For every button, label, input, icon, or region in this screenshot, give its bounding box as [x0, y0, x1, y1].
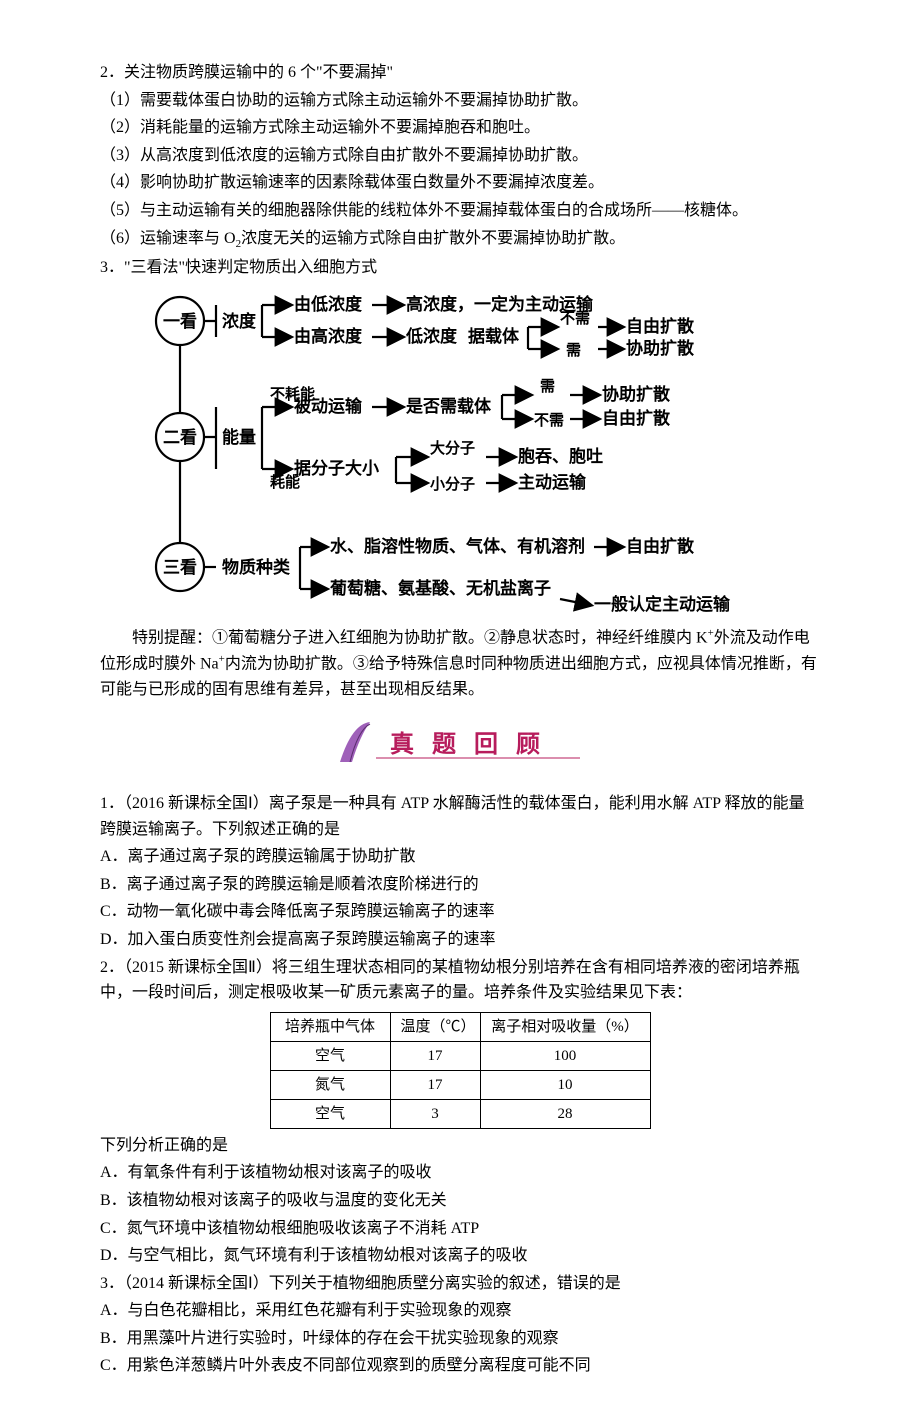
- q2-opt-b: B．该植物幼根对该离子的吸收与温度的变化无关: [100, 1188, 820, 1214]
- q3-opt-b: B．用黑藻叶片进行实验时，叶绿体的存在会干扰实验现象的观察: [100, 1326, 820, 1352]
- table-cell: 空气: [270, 1099, 390, 1128]
- svg-text:需: 需: [566, 341, 581, 359]
- svg-text:协助扩散: 协助扩散: [626, 338, 695, 358]
- section2-item-6: （6）运输速率与 O2浓度无关的运输方式除自由扩散外不要漏掉协助扩散。: [100, 226, 820, 254]
- q1-opt-b: B．离子通过离子泵的跨膜运输是顺着浓度阶梯进行的: [100, 872, 820, 898]
- reminder-paragraph: 特别提醒：①葡萄糖分子进入红细胞为协助扩散。②静息状态时，神经纤维膜内 K+外流…: [100, 625, 820, 702]
- svg-text:需: 需: [540, 377, 555, 395]
- table-row: 氮气 17 10: [270, 1070, 650, 1099]
- q1-opt-c: C．动物一氧化碳中毒会降低离子泵跨膜运输离子的速率: [100, 899, 820, 925]
- section3-title: 3．"三看法"快速判定物质出入细胞方式: [100, 255, 820, 281]
- svg-text:物质种类: 物质种类: [222, 557, 291, 577]
- q2-opt-c: C．氮气环境中该植物幼根细胞吸收该离子不消耗 ATP: [100, 1216, 820, 1242]
- svg-text:水、脂溶性物质、气体、有机溶剂: 水、脂溶性物质、气体、有机溶剂: [330, 536, 585, 556]
- table-row: 空气 17 100: [270, 1041, 650, 1070]
- q1-opt-a: A．离子通过离子泵的跨膜运输属于协助扩散: [100, 844, 820, 870]
- three-look-diagram: 一看 浓度 由低浓度 高浓度，一定为主动运输 由高浓度 低浓度 据载体 不需 自…: [150, 287, 770, 617]
- svg-text:自由扩散: 自由扩散: [626, 536, 695, 556]
- table-col-1: 培养瓶中气体: [270, 1012, 390, 1041]
- svg-text:自由扩散: 自由扩散: [602, 408, 671, 428]
- svg-text:被动运输: 被动运输: [294, 396, 363, 416]
- svg-text:大分子: 大分子: [430, 439, 475, 457]
- q3-stem: 3．（2014 新课标全国Ⅰ）下列关于植物细胞质壁分离实验的叙述，错误的是: [100, 1271, 820, 1297]
- q1-stem: 1．（2016 新课标全国Ⅰ）离子泵是一种具有 ATP 水解酶活性的载体蛋白，能…: [100, 791, 820, 842]
- table-cell: 空气: [270, 1041, 390, 1070]
- svg-text:主动运输: 主动运输: [518, 472, 587, 492]
- svg-text:协助扩散: 协助扩散: [602, 384, 671, 404]
- svg-text:小分子: 小分子: [430, 476, 475, 493]
- svg-text:三看: 三看: [163, 557, 197, 577]
- q1-opt-d: D．加入蛋白质变性剂会提高离子泵跨膜运输离子的速率: [100, 927, 820, 953]
- svg-text:由高浓度: 由高浓度: [294, 326, 363, 346]
- svg-text:据载体: 据载体: [468, 326, 520, 346]
- section2-item-6-pre: （6）运输速率与 O: [100, 230, 236, 247]
- section-banner: 真 题 回 顾: [100, 716, 820, 781]
- q3-opt-c: C．用紫色洋葱鳞片叶外表皮不同部位观察到的质壁分离程度可能不同: [100, 1353, 820, 1379]
- q3-opt-a: A．与白色花瓣相比，采用红色花瓣有利于实验现象的观察: [100, 1298, 820, 1324]
- svg-text:葡萄糖、氨基酸、无机盐离子: 葡萄糖、氨基酸、无机盐离子: [329, 578, 551, 598]
- table-cell: 氮气: [270, 1070, 390, 1099]
- table-col-2: 温度（℃）: [390, 1012, 480, 1041]
- table-row: 空气 3 28: [270, 1099, 650, 1128]
- section2-item-3: （3）从高浓度到低浓度的运输方式除自由扩散外不要漏掉协助扩散。: [100, 143, 820, 169]
- banner-text: 真 题 回 顾: [390, 730, 546, 758]
- svg-text:低浓度: 低浓度: [405, 326, 458, 346]
- svg-text:胞吞、胞吐: 胞吞、胞吐: [518, 446, 603, 466]
- svg-text:由低浓度: 由低浓度: [294, 294, 363, 314]
- svg-text:自由扩散: 自由扩散: [626, 316, 695, 336]
- svg-text:据分子大小: 据分子大小: [294, 458, 379, 478]
- section2-item-6-post: 浓度无关的运输方式除自由扩散外不要漏掉协助扩散。: [241, 230, 625, 247]
- table-cell: 17: [390, 1041, 480, 1070]
- q2-opt-a: A．有氧条件有利于该植物幼根对该离子的吸收: [100, 1160, 820, 1186]
- section2-item-2: （2）消耗能量的运输方式除主动运输外不要漏掉胞吞和胞吐。: [100, 115, 820, 141]
- svg-text:二看: 二看: [163, 427, 197, 447]
- section2-item-1: （1）需要载体蛋白协助的运输方式除主动运输外不要漏掉协助扩散。: [100, 88, 820, 114]
- table-cell: 3: [390, 1099, 480, 1128]
- section2-title: 2．关注物质跨膜运输中的 6 个"不要漏掉": [100, 60, 820, 86]
- q2-table: 培养瓶中气体 温度（℃） 离子相对吸收量（%） 空气 17 100 氮气 17 …: [270, 1012, 651, 1129]
- q2-stem: 2．（2015 新课标全国Ⅱ）将三组生理状态相同的某植物幼根分别培养在含有相同培…: [100, 955, 820, 1006]
- table-cell: 28: [480, 1099, 650, 1128]
- q2-after: 下列分析正确的是: [100, 1133, 820, 1159]
- section2-item-5: （5）与主动运输有关的细胞器除供能的线粒体外不要漏掉载体蛋白的合成场所——核糖体…: [100, 198, 820, 224]
- table-header-row: 培养瓶中气体 温度（℃） 离子相对吸收量（%）: [270, 1012, 650, 1041]
- table-cell: 100: [480, 1041, 650, 1070]
- section2-item-4: （4）影响协助扩散运输速率的因素除载体蛋白数量外不要漏掉浓度差。: [100, 170, 820, 196]
- table-col-3: 离子相对吸收量（%）: [480, 1012, 650, 1041]
- svg-text:不需: 不需: [534, 411, 564, 429]
- svg-text:能量: 能量: [222, 427, 256, 447]
- svg-text:不需: 不需: [560, 309, 590, 327]
- table-cell: 10: [480, 1070, 650, 1099]
- svg-text:浓度: 浓度: [222, 311, 257, 331]
- svg-text:一看: 一看: [163, 311, 197, 331]
- svg-text:是否需载体: 是否需载体: [406, 396, 492, 416]
- svg-text:一般认定主动运输: 一般认定主动运输: [594, 594, 731, 614]
- q2-opt-d: D．与空气相比，氮气环境有利于该植物幼根对该离子的吸收: [100, 1243, 820, 1269]
- reminder-pre: 特别提醒：①葡萄糖分子进入红细胞为协助扩散。②静息状态时，神经纤维膜内 K: [132, 629, 708, 646]
- table-cell: 17: [390, 1070, 480, 1099]
